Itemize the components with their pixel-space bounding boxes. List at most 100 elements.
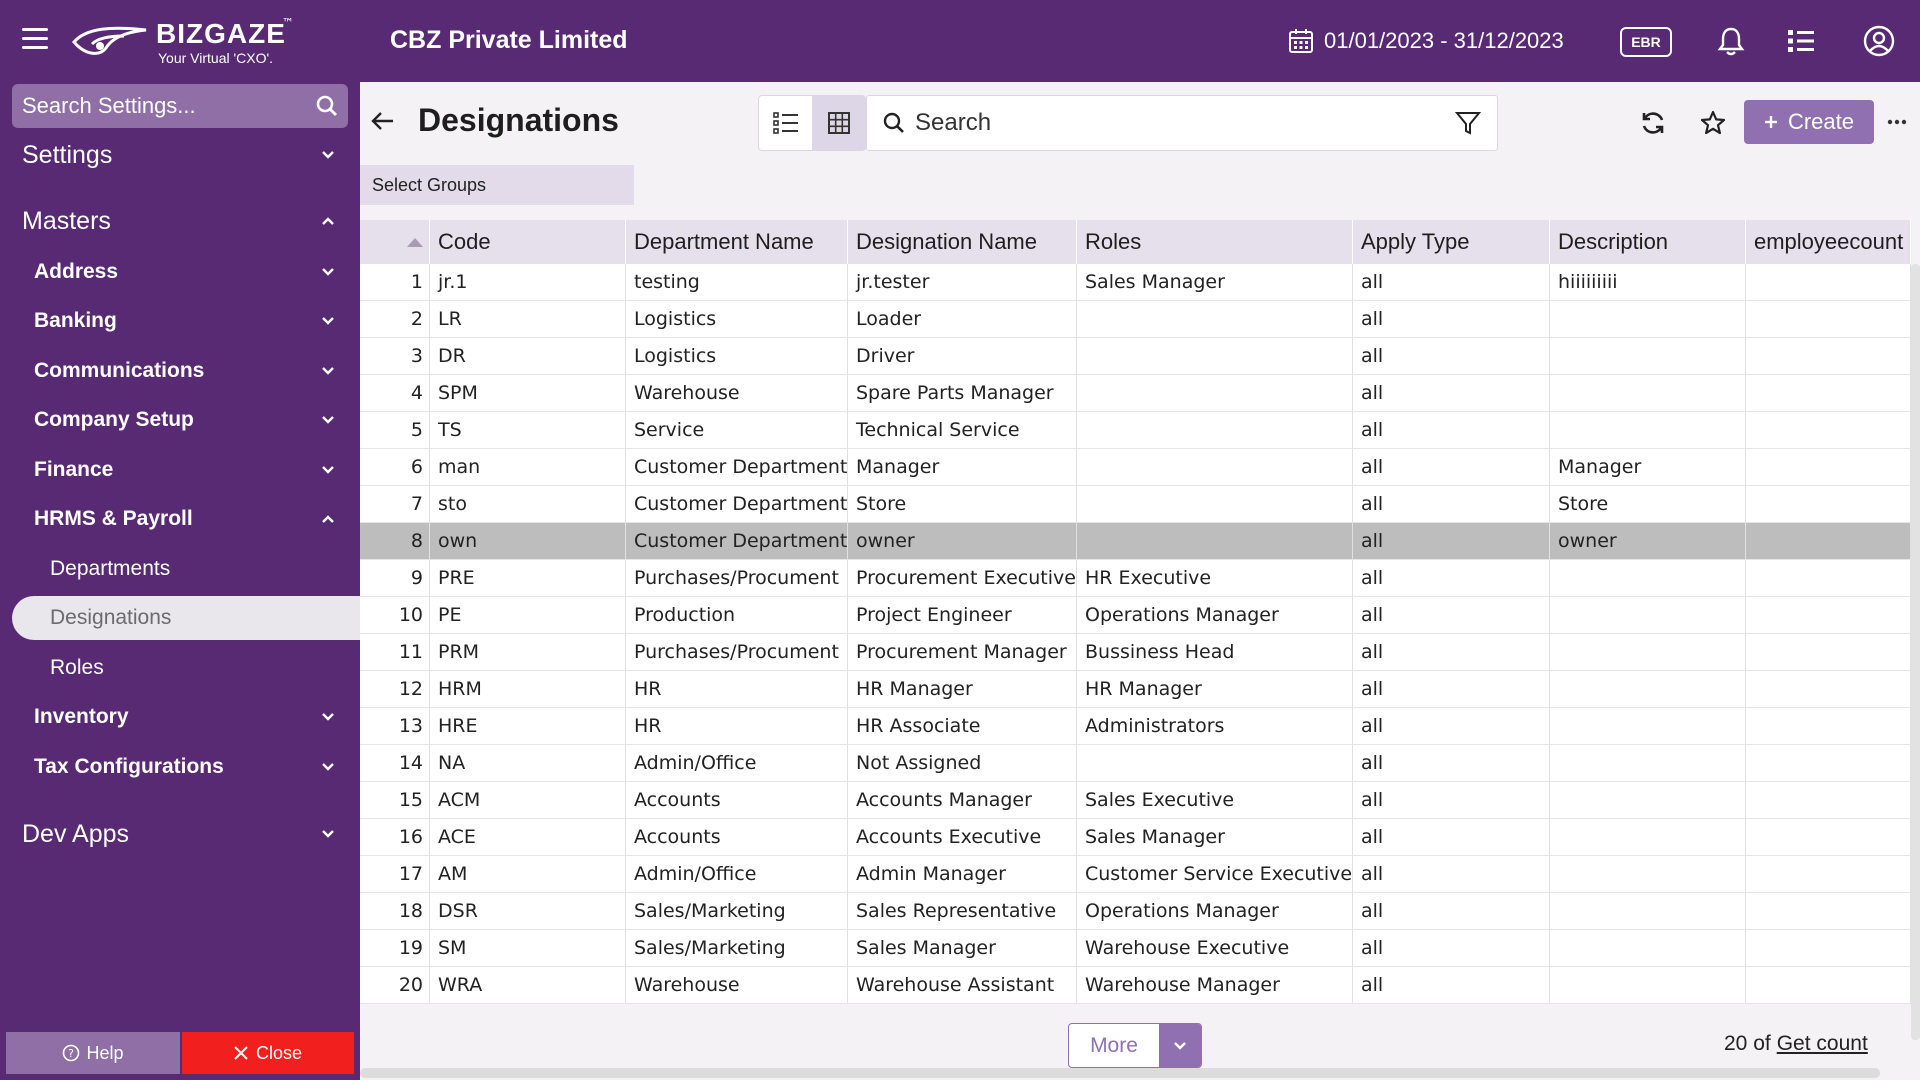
star-icon[interactable]	[1696, 106, 1730, 140]
task-list-icon[interactable]	[1784, 24, 1818, 58]
row-number: 17	[360, 856, 430, 892]
svg-text:?: ?	[69, 1047, 75, 1060]
more-button[interactable]: More	[1068, 1023, 1202, 1068]
cell-employeecount	[1746, 264, 1911, 300]
cell-roles	[1077, 301, 1353, 337]
table-row[interactable]: 11 PRM Purchases/Procument Procurement Mana…	[360, 634, 1911, 671]
table-row[interactable]: 6 man Customer Department Manager all Manager	[360, 449, 1911, 486]
nav-company-setup[interactable]: Company Setup	[0, 400, 360, 440]
table-row[interactable]: 13 HRE HR HR Associate Administrators all	[360, 708, 1911, 745]
nav-designations[interactable]: Designations	[12, 596, 360, 640]
cell-designation-name: HR Associate	[848, 708, 1077, 744]
settings-search-input[interactable]	[22, 93, 316, 119]
nav-settings[interactable]: Settings	[0, 134, 360, 176]
cell-apply-type: all	[1353, 930, 1550, 966]
nav-hrms-payroll[interactable]: HRMS & Payroll	[0, 499, 360, 539]
table-row[interactable]: 12 HRM HR HR Manager HR Manager all	[360, 671, 1911, 708]
nav-tax-configurations[interactable]: Tax Configurations	[0, 747, 360, 787]
row-number: 12	[360, 671, 430, 707]
cell-designation-name: Sales Manager	[848, 930, 1077, 966]
table-row[interactable]: 8 own Customer Department owner all owner	[360, 523, 1911, 560]
filter-icon[interactable]	[1455, 110, 1481, 136]
cell-apply-type: all	[1353, 745, 1550, 781]
main-content: Designations Create Select Groups Code D…	[360, 82, 1920, 1080]
column-header-code[interactable]: Code	[430, 220, 626, 264]
date-range-picker[interactable]: 01/01/2023 - 31/12/2023	[1288, 26, 1564, 56]
company-name[interactable]: CBZ Private Limited	[390, 26, 628, 54]
nav-inventory[interactable]: Inventory	[0, 697, 360, 737]
nav-masters[interactable]: Masters	[0, 200, 360, 242]
cell-department-name: Service	[626, 412, 848, 448]
cell-description	[1550, 634, 1746, 670]
close-button[interactable]: Close	[182, 1032, 354, 1074]
nav-banking[interactable]: Banking	[0, 301, 360, 341]
column-header-apply-type[interactable]: Apply Type	[1353, 220, 1550, 264]
table-row[interactable]: 9 PRE Purchases/Procument Procurement Execu…	[360, 560, 1911, 597]
nav-dev-apps[interactable]: Dev Apps	[0, 813, 360, 855]
nav-roles[interactable]: Roles	[0, 646, 360, 690]
create-button[interactable]: Create	[1744, 100, 1874, 144]
designation-search-input[interactable]	[915, 109, 1445, 137]
cell-department-name: HR	[626, 708, 848, 744]
list-view-icon[interactable]	[759, 96, 812, 150]
column-header-employeecount[interactable]: employeecount	[1746, 220, 1911, 264]
table-row[interactable]: 19 SM Sales/Marketing Sales Manager Warehous…	[360, 930, 1911, 967]
back-arrow-icon[interactable]	[368, 106, 398, 136]
cell-apply-type: all	[1353, 819, 1550, 855]
chevron-down-icon[interactable]	[1159, 1024, 1201, 1067]
sort-ascending-icon[interactable]	[407, 237, 423, 247]
select-groups-dropdown[interactable]: Select Groups	[360, 165, 634, 205]
chevron-down-icon	[318, 311, 338, 331]
table-row[interactable]: 14 NA Admin/Office Not Assigned all	[360, 745, 1911, 782]
cell-designation-name: Accounts Executive	[848, 819, 1077, 855]
table-row[interactable]: 15 ACM Accounts Accounts Manager Sales Execu…	[360, 782, 1911, 819]
refresh-icon[interactable]	[1636, 106, 1670, 140]
nav-finance[interactable]: Finance	[0, 450, 360, 490]
user-avatar-icon[interactable]	[1862, 24, 1896, 58]
cell-code: DSR	[430, 893, 626, 929]
more-options-icon[interactable]	[1880, 104, 1914, 140]
cell-employeecount	[1746, 560, 1911, 596]
column-header-description[interactable]: Description	[1550, 220, 1746, 264]
table-row[interactable]: 1 jr.1 testing jr.tester Sales Manager all hii…	[360, 264, 1911, 301]
table-row[interactable]: 5 TS Service Technical Service all	[360, 412, 1911, 449]
row-number: 14	[360, 745, 430, 781]
table-row[interactable]: 3 DR Logistics Driver all	[360, 338, 1911, 375]
cell-roles: HR Executive	[1077, 560, 1353, 596]
designation-search-box[interactable]	[866, 95, 1498, 151]
horizontal-scrollbar[interactable]	[360, 1068, 1880, 1078]
settings-search-box[interactable]	[12, 84, 348, 128]
grid-view-icon[interactable]	[812, 96, 865, 150]
grid-body: 1 jr.1 testing jr.tester Sales Manager all hii…	[360, 264, 1911, 1004]
cell-department-name: Accounts	[626, 819, 848, 855]
column-header-designation-name[interactable]: Designation Name	[848, 220, 1077, 264]
table-row[interactable]: 10 PE Production Project Engineer Operations…	[360, 597, 1911, 634]
logo[interactable]: BIZGAZE ™ Your Virtual 'CXO'.	[72, 14, 302, 70]
search-icon[interactable]	[316, 95, 338, 117]
table-row[interactable]: 20 WRA Warehouse Warehouse Assistant Warehou…	[360, 967, 1911, 1004]
menu-icon[interactable]	[22, 28, 48, 50]
table-row[interactable]: 7 sto Customer Department Store all Store	[360, 486, 1911, 523]
table-row[interactable]: 17 AM Admin/Office Admin Manager Customer Se…	[360, 856, 1911, 893]
bell-icon[interactable]	[1714, 24, 1748, 58]
vertical-scrollbar[interactable]	[1911, 264, 1920, 1040]
column-header-roles[interactable]: Roles	[1077, 220, 1353, 264]
ebr-badge[interactable]: EBR	[1620, 27, 1672, 57]
cell-department-name: testing	[626, 264, 848, 300]
table-row[interactable]: 16 ACE Accounts Accounts Executive Sales Man…	[360, 819, 1911, 856]
help-button[interactable]: ? Help	[6, 1032, 180, 1074]
cell-department-name: Purchases/Procument	[626, 634, 848, 670]
table-row[interactable]: 4 SPM Warehouse Spare Parts Manager all	[360, 375, 1911, 412]
nav-label: Inventory	[34, 705, 129, 728]
nav-communications[interactable]: Communications	[0, 351, 360, 391]
table-row[interactable]: 18 DSR Sales/Marketing Sales Representative…	[360, 893, 1911, 930]
nav-departments[interactable]: Departments	[0, 547, 360, 591]
get-count-link[interactable]: Get count	[1776, 1032, 1868, 1055]
table-row[interactable]: 2 LR Logistics Loader all	[360, 301, 1911, 338]
column-header-department-name[interactable]: Department Name	[626, 220, 848, 264]
top-bar: BIZGAZE ™ Your Virtual 'CXO'. CBZ Privat…	[0, 0, 1920, 82]
cell-designation-name: jr.tester	[848, 264, 1077, 300]
row-number-header[interactable]	[360, 220, 430, 264]
nav-address[interactable]: Address	[0, 252, 360, 292]
cell-apply-type: all	[1353, 560, 1550, 596]
